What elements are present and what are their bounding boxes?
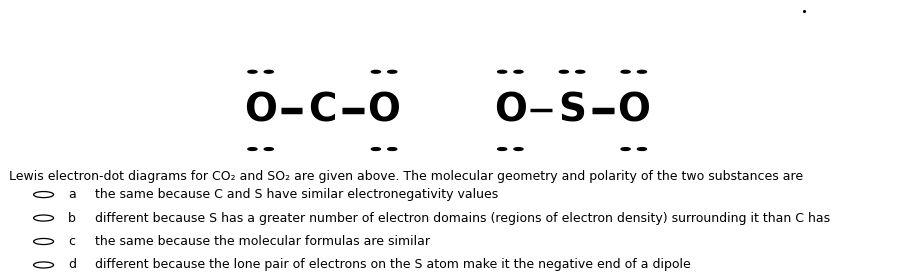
Circle shape — [371, 70, 380, 73]
Circle shape — [514, 148, 523, 150]
Circle shape — [264, 70, 273, 73]
Circle shape — [498, 148, 507, 150]
Circle shape — [248, 70, 257, 73]
Text: a: a — [68, 188, 76, 201]
Circle shape — [637, 148, 646, 150]
Circle shape — [514, 70, 523, 73]
Text: O: O — [368, 91, 400, 129]
Circle shape — [371, 148, 380, 150]
Circle shape — [264, 148, 273, 150]
Circle shape — [248, 148, 257, 150]
Circle shape — [621, 148, 630, 150]
Text: d: d — [68, 258, 76, 272]
Circle shape — [621, 70, 630, 73]
Circle shape — [388, 148, 397, 150]
Text: O: O — [244, 91, 277, 129]
Circle shape — [576, 70, 585, 73]
Text: O: O — [617, 91, 650, 129]
Circle shape — [498, 70, 507, 73]
Text: C: C — [308, 91, 337, 129]
Text: the same because C and S have similar electronegativity values: the same because C and S have similar el… — [95, 188, 498, 201]
Circle shape — [559, 70, 568, 73]
Text: O: O — [494, 91, 527, 129]
Text: S: S — [558, 91, 586, 129]
Text: b: b — [68, 211, 76, 225]
Circle shape — [637, 70, 646, 73]
Text: the same because the molecular formulas are similar: the same because the molecular formulas … — [95, 235, 430, 248]
Text: c: c — [68, 235, 75, 248]
Circle shape — [388, 70, 397, 73]
Text: Lewis electron-dot diagrams for CO₂ and SO₂ are given above. The molecular geome: Lewis electron-dot diagrams for CO₂ and … — [9, 170, 804, 183]
Text: different because the lone pair of electrons on the S atom make it the negative : different because the lone pair of elect… — [95, 258, 691, 272]
Text: different because S has a greater number of electron domains (regions of electro: different because S has a greater number… — [95, 211, 831, 225]
